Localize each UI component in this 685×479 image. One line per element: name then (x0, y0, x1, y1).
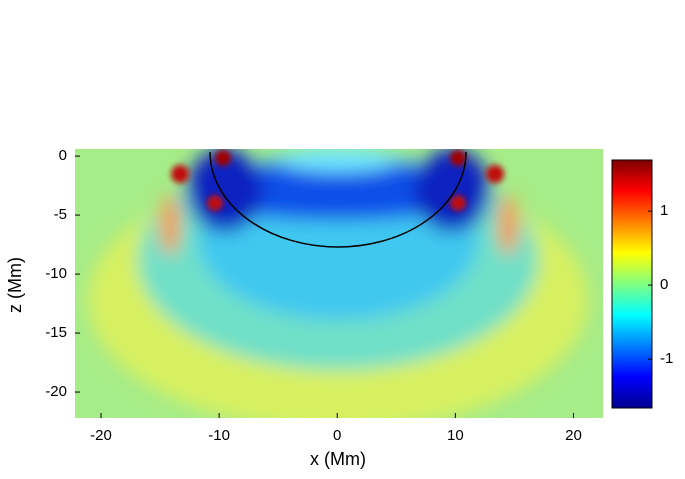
heatmap-field (75, 149, 603, 418)
y-tick-label: -20 (45, 383, 67, 400)
x-tick-label: -20 (90, 427, 112, 444)
y-tick-label: -10 (45, 265, 67, 282)
x-axis-label: x (Mm) (310, 449, 366, 469)
colorbar-tick-label: 0 (660, 276, 668, 293)
x-tick-label: -10 (208, 427, 230, 444)
x-tick-label: 20 (565, 427, 582, 444)
x-tick-label: 10 (447, 427, 464, 444)
colorbar (611, 159, 653, 409)
y-tick-label: -15 (45, 324, 67, 341)
y-axis-label: z (Mm) (5, 257, 25, 313)
colorbar-tick-label: -1 (660, 350, 673, 367)
x-tick-label: 0 (333, 427, 341, 444)
colorbar-tick-label: 1 (660, 202, 668, 219)
y-tick-label: -5 (54, 206, 67, 223)
y-tick-label: 0 (59, 147, 67, 164)
